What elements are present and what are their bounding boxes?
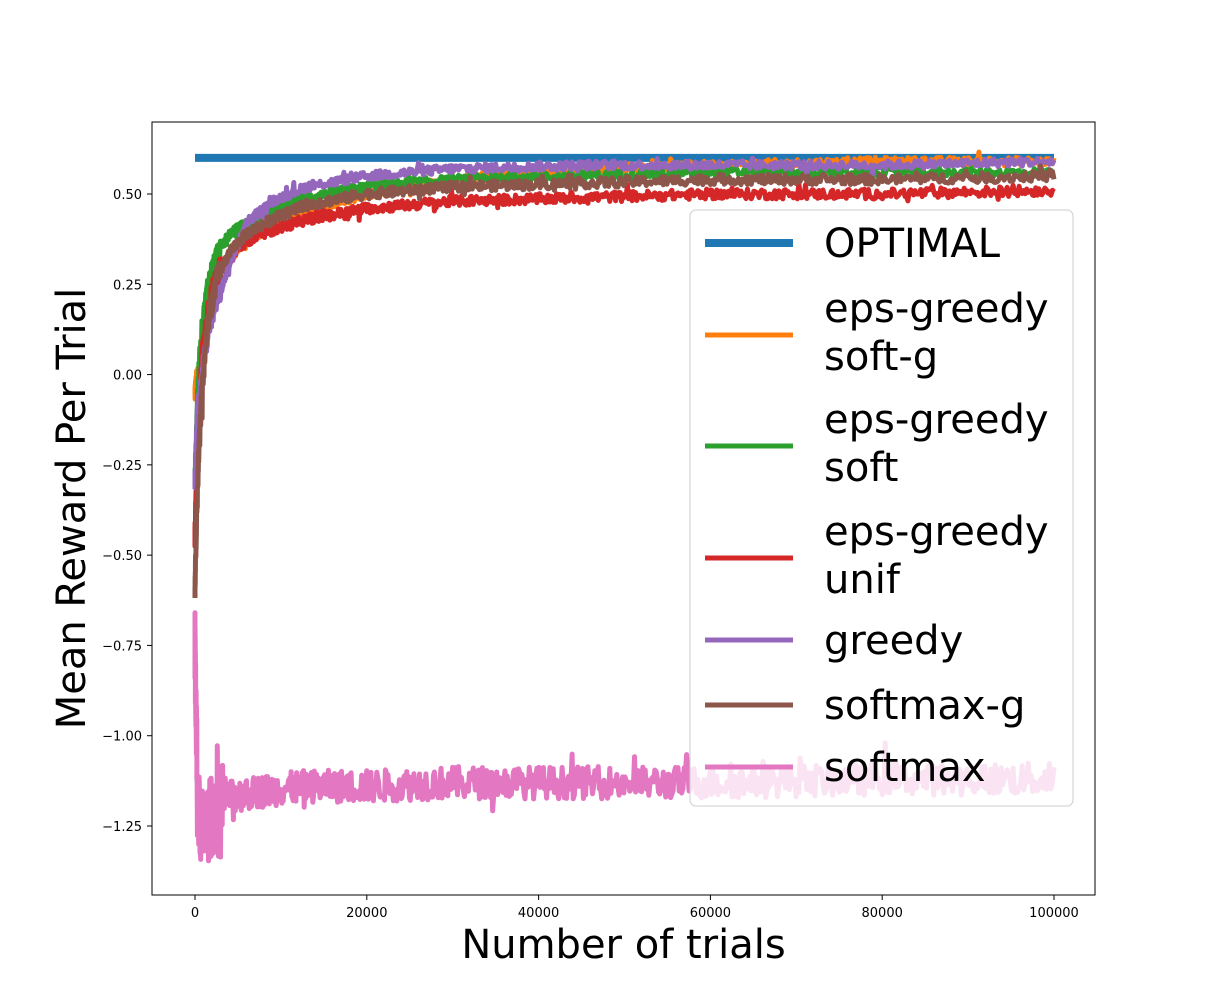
x-tick: 100000 bbox=[1029, 895, 1079, 921]
legend-entry: greedy bbox=[705, 618, 963, 664]
x-tick: 80000 bbox=[862, 895, 903, 921]
x-tick: 40000 bbox=[518, 895, 559, 921]
series-line bbox=[192, 163, 1057, 598]
x-tick-label: 20000 bbox=[346, 906, 387, 921]
legend: OPTIMAL eps-greedy soft-g eps-greedy soft eps… bbox=[689, 209, 1074, 807]
x-tick: 20000 bbox=[346, 895, 387, 921]
y-tick-label: −1.00 bbox=[102, 730, 142, 745]
legend-entry: softmax-g bbox=[705, 683, 1025, 729]
y-tick-label: 0.00 bbox=[113, 369, 142, 384]
x-axis-title: Number of trials bbox=[461, 922, 785, 968]
y-ticks: 0.50 0.25 0.00 −0.25 −0.50 −0.75 −1.00 −1.25 bbox=[102, 188, 152, 835]
legend-entry: OPTIMAL bbox=[705, 221, 1001, 267]
x-tick: 0 bbox=[191, 895, 199, 921]
legend-label: eps-greedy soft bbox=[824, 397, 1049, 491]
legend-label: OPTIMAL bbox=[824, 221, 1001, 267]
x-tick-label: 80000 bbox=[862, 906, 903, 921]
x-tick-label: 60000 bbox=[690, 906, 731, 921]
y-tick: 0.25 bbox=[113, 278, 152, 293]
legend-label: eps-greedy soft-g bbox=[824, 286, 1049, 380]
y-tick-label: −0.50 bbox=[102, 549, 142, 564]
y-tick: −1.25 bbox=[102, 820, 152, 835]
axes-layer bbox=[151, 121, 1096, 896]
x-tick-label: 100000 bbox=[1029, 906, 1079, 921]
legend-label: softmax-g bbox=[824, 683, 1025, 729]
y-tick: 0.50 bbox=[113, 188, 152, 203]
y-tick: 0.00 bbox=[113, 369, 152, 384]
legend-label: greedy bbox=[824, 618, 963, 664]
y-tick-label: 0.25 bbox=[113, 278, 142, 293]
x-tick-label: 0 bbox=[191, 906, 199, 921]
legend-entry: softmax bbox=[705, 745, 986, 791]
legend-box bbox=[689, 209, 1074, 807]
y-tick-label: −0.25 bbox=[102, 459, 142, 474]
series-line bbox=[192, 180, 1056, 549]
x-tick-label: 40000 bbox=[518, 906, 559, 921]
y-tick-label: 0.50 bbox=[113, 188, 142, 203]
legend-entry: eps-greedy soft bbox=[705, 397, 1049, 491]
y-tick: −0.75 bbox=[102, 639, 152, 654]
y-tick-label: −0.75 bbox=[102, 639, 142, 654]
y-tick: −1.00 bbox=[102, 730, 152, 745]
legend-label: softmax bbox=[824, 745, 986, 791]
legend-label: eps-greedy unif bbox=[824, 509, 1049, 603]
y-axis-title: Mean Reward Per Trial bbox=[49, 288, 95, 730]
x-ticks: 0 20000 40000 60000 80000 100000 bbox=[191, 895, 1079, 921]
series-layer bbox=[192, 149, 1057, 864]
legend-entry: eps-greedy soft-g bbox=[705, 286, 1049, 380]
plot-frame bbox=[151, 121, 1096, 896]
x-tick: 60000 bbox=[690, 895, 731, 921]
y-tick-label: −1.25 bbox=[102, 820, 142, 835]
legend-entry: eps-greedy unif bbox=[705, 509, 1049, 603]
y-tick: −0.50 bbox=[102, 549, 152, 564]
y-tick: −0.25 bbox=[102, 459, 152, 474]
